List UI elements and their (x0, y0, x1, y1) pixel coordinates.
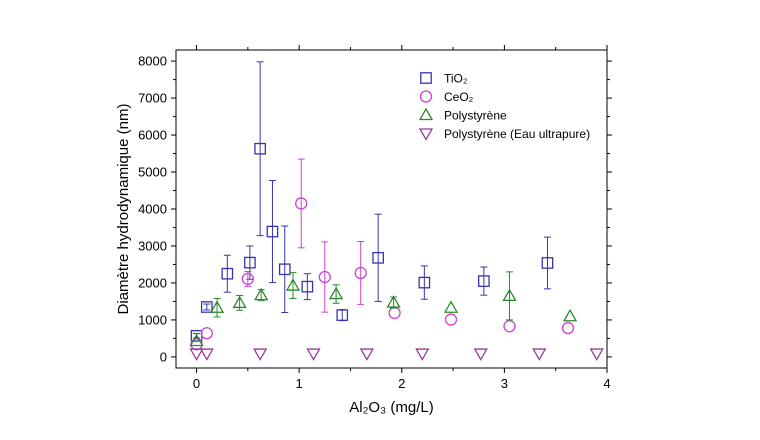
data-point (200, 327, 213, 340)
data-point (232, 295, 247, 309)
y-tick-label: 2000 (138, 275, 167, 290)
data-point (189, 348, 204, 361)
x-axis-title: Al₂O₃ (mg/L) (349, 399, 433, 416)
data-point (306, 348, 321, 361)
data-point (444, 313, 458, 326)
data-point (189, 333, 204, 347)
legend-label: TiO₂ (444, 72, 468, 86)
data-point (418, 276, 431, 289)
data-point (372, 251, 385, 264)
data-point (285, 278, 301, 291)
data-point (254, 142, 266, 155)
x-tick-label: 2 (398, 376, 405, 391)
series-2 (189, 271, 578, 347)
data-point (336, 309, 349, 321)
data-point (388, 306, 401, 320)
data-point (541, 257, 554, 269)
data-series (189, 61, 604, 361)
y-tick-label: 5000 (138, 165, 167, 180)
data-point (200, 301, 213, 313)
y-tick-label: 0 (160, 349, 167, 364)
data-point (209, 300, 225, 313)
y-tick-label: 7000 (138, 91, 167, 106)
series-3 (189, 348, 604, 361)
data-point (354, 266, 367, 280)
data-point (359, 348, 374, 361)
legend-marker (418, 128, 434, 141)
axes (175, 49, 608, 369)
y-tick-label: 8000 (138, 54, 167, 69)
series-0 (190, 61, 554, 342)
data-point (318, 270, 331, 284)
legend-item: TiO₂ (420, 72, 468, 86)
data-point (266, 225, 279, 238)
data-point (199, 348, 214, 361)
y-axis-ticks: 0 1000 2000 3000 4000 5000 6000 7000 8000 (138, 54, 612, 364)
y-tick-label: 3000 (138, 238, 167, 253)
legend-label: Polystyrène (444, 109, 507, 123)
data-point (415, 348, 430, 361)
legend-marker (418, 107, 434, 121)
x-tick-label: 1 (296, 376, 303, 391)
y-tick-label: 6000 (138, 128, 167, 143)
legend-marker (419, 90, 433, 103)
data-point (473, 348, 488, 361)
x-tick-label: 4 (603, 376, 610, 391)
legend: TiO₂ CeO₂ Polystyrène Polystyrène (Eau ultr… (418, 72, 590, 141)
data-point (221, 267, 234, 280)
legend-marker (420, 72, 432, 84)
data-point (278, 263, 291, 276)
data-point (254, 287, 269, 301)
data-point (478, 275, 490, 287)
y-tick-label: 4000 (138, 202, 167, 217)
legend-label: CeO₂ (444, 90, 474, 104)
series-1 (190, 158, 575, 351)
x-axis-ticks: 0 1 2 3 4 (193, 45, 611, 391)
y-axis-title: Diamètre hydrodynamique (nm) (115, 104, 132, 315)
legend-label: Polystyrène (Eau ultrapure) (444, 127, 590, 141)
data-point (301, 280, 314, 293)
data-point (253, 348, 268, 361)
x-tick-label: 0 (193, 376, 200, 391)
data-point (328, 286, 344, 300)
data-point (386, 295, 401, 308)
x-tick-label: 3 (501, 376, 508, 391)
plot-frame (175, 49, 608, 369)
data-point (532, 348, 547, 361)
data-point (295, 197, 308, 210)
data-point (562, 308, 578, 322)
y-tick-label: 1000 (138, 312, 167, 327)
data-point (589, 348, 604, 361)
legend-item: CeO₂ (419, 90, 474, 104)
data-point (502, 288, 517, 302)
legend-item: Polystyrène (Eau ultrapure) (418, 127, 590, 141)
data-point (561, 321, 575, 335)
data-point (244, 256, 256, 269)
legend-item: Polystyrène (418, 107, 507, 123)
data-point (241, 272, 254, 286)
data-point (443, 300, 459, 313)
data-point (503, 320, 516, 333)
